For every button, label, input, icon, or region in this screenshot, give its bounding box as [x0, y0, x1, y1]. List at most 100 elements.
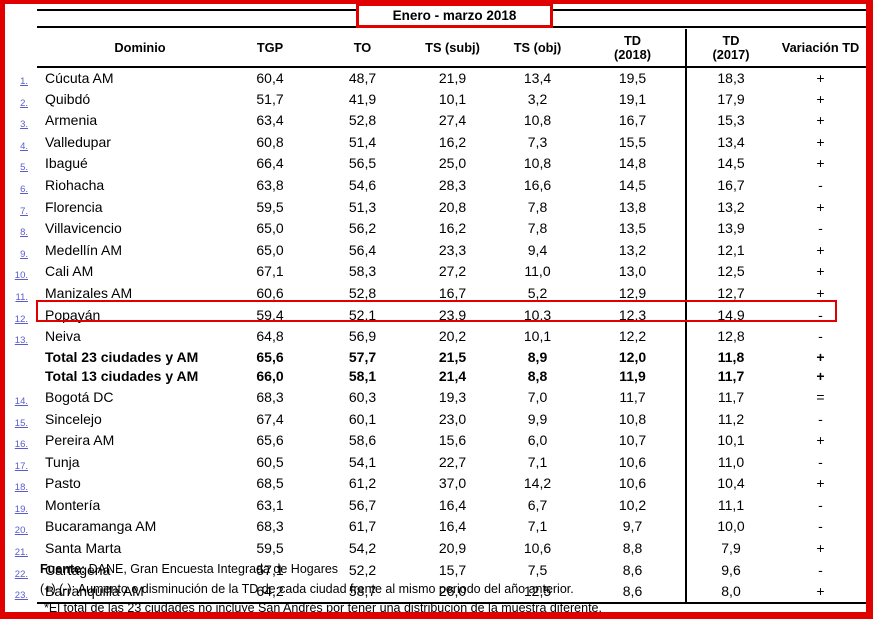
city-cell: Bucaramanga AM	[45, 518, 157, 535]
city-cell: Popayán	[45, 306, 101, 323]
td-2017-cell: 10,1	[717, 432, 745, 449]
row-number-link[interactable]: 1.	[20, 76, 28, 87]
row-number-link[interactable]: 5.	[20, 162, 28, 174]
to-cell: 56,5	[348, 155, 377, 172]
ts-obj-cell: 7,1	[527, 518, 548, 535]
to-cell: 58,3	[348, 263, 377, 280]
td-2017-cell: 9,6	[721, 561, 741, 578]
variacion-cell: +	[816, 284, 825, 301]
td-2018-cell: 12,2	[580, 326, 687, 348]
tgp-cell: 60,4	[256, 69, 284, 86]
row-number-link[interactable]: 9.	[20, 248, 28, 260]
table-row: 3. Armenia 63,4 52,8 27,4 10,8 16,7 15,3…	[6, 110, 866, 132]
to-cell: 52,1	[348, 306, 377, 323]
td-2017-cell: 11,1	[717, 496, 745, 513]
city-cell: Ibagué	[45, 155, 88, 172]
ts-obj-cell: 12,5	[495, 581, 580, 604]
tgp-cell: 66,4	[256, 155, 284, 172]
variacion-cell: =	[816, 388, 825, 405]
row-number-link[interactable]: 17.	[14, 460, 28, 472]
row-number-link[interactable]: 18.	[14, 482, 28, 494]
col-header-ts-subj: TS (subj)	[410, 29, 495, 68]
col-header-variacion-td: Variación TD	[775, 29, 866, 68]
row-number-link[interactable]: 15.	[14, 417, 28, 429]
variacion-cell: -	[818, 176, 823, 193]
td-2018-cell: 11,9	[580, 367, 687, 387]
variacion-cell: +	[816, 198, 825, 215]
col-header-td-2018: TD (2018)	[580, 29, 687, 68]
variacion-cell: -	[818, 453, 823, 470]
ts-obj-cell: 7,0	[527, 388, 548, 405]
col-header-ts-obj: TS (obj)	[495, 29, 580, 68]
table-row: 10. Cali AM 67,1 58,3 27,2 11,0 13,0 12,…	[6, 261, 866, 283]
table-row: 12. Popayán 59,4 52,1 23,9 10,3 12,3 14,…	[6, 304, 866, 327]
ts-subj-cell: 23,0	[438, 410, 467, 427]
table-row: 15. Sincelejo 67,4 60,1 23,0 9,9 10,8 11…	[6, 408, 866, 431]
to-cell: 60,3	[348, 388, 377, 405]
td-2018-cell: 12,3	[580, 304, 687, 327]
td-2018-cell: 9,7	[580, 516, 687, 539]
table-row: 17. Tunja 60,5 54,1 22,7 7,1 10,6 11,0 -	[6, 451, 866, 474]
table-row: 16. Pereira AM 65,6 58,6 15,6 6,0 10,7 1…	[6, 430, 866, 452]
tgp-cell: 63,8	[256, 176, 284, 193]
tgp-cell: 65,0	[256, 220, 284, 237]
ts-subj-cell: 26,0	[410, 581, 495, 604]
ts-subj-cell: 21,5	[438, 348, 467, 365]
variacion-cell: +	[816, 155, 825, 172]
ts-subj-cell: 37,0	[438, 475, 467, 492]
row-number-link[interactable]: 12.	[14, 313, 28, 325]
table-row: 7. Florencia 59,5 51,3 20,8 7,8 13,8 13,…	[6, 196, 866, 219]
ts-subj-cell: 16,2	[438, 220, 467, 237]
row-number-link[interactable]: 6.	[20, 183, 28, 195]
ts-obj-cell: 14,2	[523, 475, 552, 492]
td-2017-cell: 11,8	[717, 348, 745, 365]
row-number-link[interactable]: 20.	[14, 525, 28, 537]
note-total: *El total de las 23 ciudades no incluye …	[44, 601, 602, 615]
ts-obj-cell: 7,8	[527, 198, 548, 215]
ts-obj-cell: 11,0	[524, 263, 551, 280]
ts-subj-cell: 22,7	[438, 453, 467, 470]
td-2017-cell: 16,7	[717, 176, 745, 193]
city-cell: Total 13 ciudades y AM	[45, 368, 199, 385]
variacion-cell: -	[818, 561, 823, 578]
row-number-link[interactable]: 14.	[14, 395, 28, 407]
tgp-cell: 60,6	[256, 284, 284, 301]
tgp-cell: 67,1	[256, 263, 284, 280]
row-number-link[interactable]: 7.	[20, 205, 28, 217]
row-number-link[interactable]: 23.	[14, 590, 28, 602]
table-row: 11. Manizales AM 60,6 52,8 16,7 5,2 12,9…	[6, 282, 866, 305]
row-number-link[interactable]: 10.	[14, 270, 28, 282]
td-2017-cell: 17,9	[717, 90, 745, 107]
row-number-link[interactable]: 22.	[14, 568, 28, 580]
ts-obj-cell: 10,8	[523, 155, 552, 172]
row-number-link[interactable]: 8.	[20, 227, 28, 239]
ts-obj-cell: 8,8	[527, 368, 548, 385]
tgp-cell: 59,5	[256, 540, 284, 557]
to-cell: 60,1	[348, 410, 377, 427]
variacion-cell: +	[816, 348, 825, 365]
row-number-link[interactable]: 21.	[14, 547, 28, 559]
tgp-cell: 68,5	[256, 475, 284, 492]
td-2018-cell: 14,8	[580, 153, 687, 175]
row-number-link[interactable]: 16.	[14, 439, 28, 451]
row-number-link[interactable]: 2.	[20, 97, 28, 109]
row-number-link[interactable]: 3.	[20, 119, 28, 131]
table-row: Total 13 ciudades y AM 66,0 58,1 21,4 8,…	[6, 367, 866, 387]
table-row: 13. Neiva 64,8 56,9 20,2 10,1 12,2 12,8 …	[6, 326, 866, 348]
row-number-link[interactable]: 13.	[14, 335, 28, 347]
variacion-cell: +	[816, 112, 825, 129]
ts-subj-cell: 16,4	[438, 496, 467, 513]
city-cell: Villavicencio	[45, 220, 122, 237]
row-number-link[interactable]: 4.	[20, 140, 28, 152]
row-number-link[interactable]: 19.	[14, 503, 28, 515]
to-cell: 54,6	[348, 176, 377, 193]
tgp-cell: 65,6	[256, 432, 284, 449]
td-2017-cell: 11,2	[717, 410, 745, 427]
table-row: 18. Pasto 68,5 61,2 37,0 14,2 10,6 10,4 …	[6, 473, 866, 495]
ts-subj-cell: 15,7	[438, 561, 467, 578]
table-row: 1. Cúcuta AM 60,4 48,7 21,9 13,4 19,5 18…	[6, 67, 866, 89]
td-2018-cell: 10,8	[580, 408, 687, 431]
table-row: Total 23 ciudades y AM 65,6 57,7 21,5 8,…	[6, 347, 866, 368]
td-2018-cell: 11,7	[580, 386, 687, 409]
row-number-link[interactable]: 11.	[15, 291, 28, 303]
